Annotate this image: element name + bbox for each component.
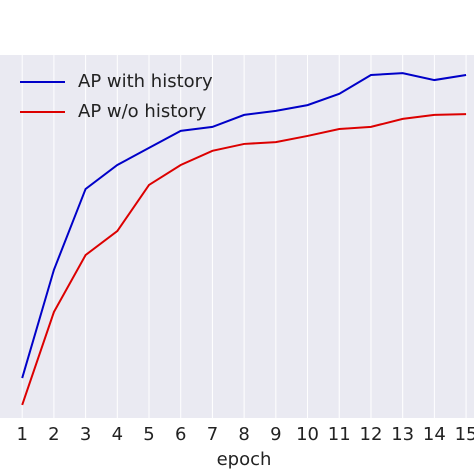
series-line [21,113,467,406]
x-tick-label: 2 [48,424,59,445]
x-tick-label: 3 [80,424,91,445]
x-tick-label: 15 [455,424,474,445]
x-tick-label: 7 [207,424,218,445]
x-tick-label: 5 [143,424,154,445]
legend-label: AP with history [78,71,213,92]
x-tick-label: 14 [423,424,446,445]
legend-label: AP w/o history [78,101,207,122]
series-line [21,72,467,379]
plot-background [0,55,474,418]
x-tick-label: 1 [16,424,27,445]
x-tick-label: 4 [112,424,123,445]
x-tick-label: 13 [391,424,414,445]
x-axis-label: epoch [217,449,272,470]
x-tick-label: 12 [360,424,383,445]
x-tick-label: 9 [270,424,281,445]
x-tick-label: 10 [296,424,319,445]
x-tick-label: 11 [328,424,351,445]
x-tick-label: 6 [175,424,186,445]
x-tick-label: 8 [238,424,249,445]
